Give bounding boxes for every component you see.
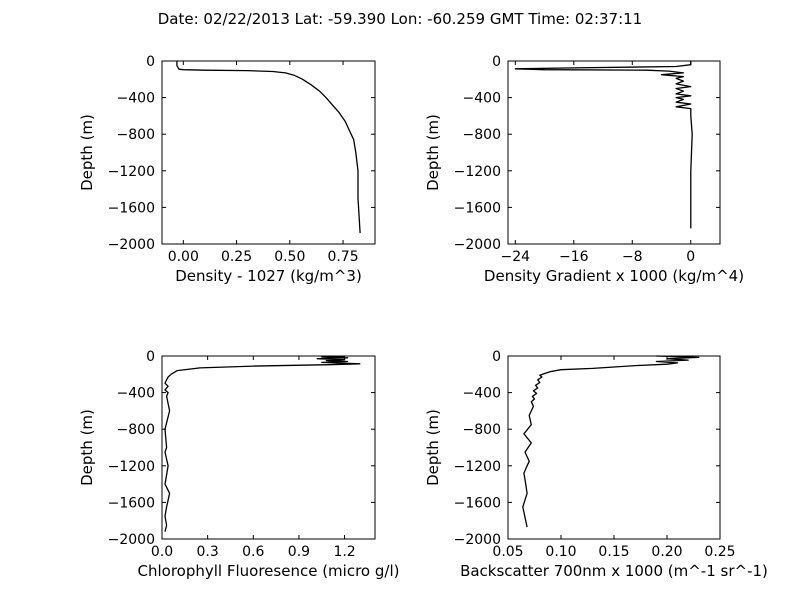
y-tick-label: −1600 bbox=[108, 495, 155, 511]
subplot-2: −24 −16 −8 00−400−800−1200−1600−2000Density… bbox=[424, 54, 744, 285]
x-axis-label: Density - 1027 (kg/m^3) bbox=[175, 267, 362, 285]
y-tick-label: −800 bbox=[463, 127, 501, 143]
y-tick-label: −800 bbox=[117, 127, 155, 143]
x-tick-label: 0.75 bbox=[327, 249, 358, 265]
plot-frame bbox=[161, 355, 376, 540]
x-tick-label: 0.05 bbox=[492, 544, 523, 560]
x-tick-label: 0.9 bbox=[288, 544, 310, 560]
x-tick-label: −24 bbox=[501, 249, 531, 265]
y-axis-label: Depth (m) bbox=[424, 409, 442, 486]
y-tick-label: −1600 bbox=[454, 200, 501, 216]
x-tick-label: 0 bbox=[686, 249, 695, 265]
y-tick-label: 0 bbox=[146, 349, 155, 365]
y-tick-label: −2000 bbox=[108, 237, 155, 253]
x-axis-label: Backscatter 700nm x 1000 (m^-1 sr^-1) bbox=[460, 562, 768, 580]
figure-title: Date: 02/22/2013 Lat: -59.390 Lon: -60.2… bbox=[158, 10, 642, 28]
y-axis-label: Depth (m) bbox=[424, 114, 442, 191]
plot-frame bbox=[507, 355, 721, 540]
y-tick-label: −1200 bbox=[454, 164, 501, 180]
y-tick-label: −1200 bbox=[108, 459, 155, 475]
series-line bbox=[176, 61, 361, 234]
y-tick-label: −1600 bbox=[454, 495, 501, 511]
x-axis-label: Chlorophyll Fluoresence (micro g/l) bbox=[138, 562, 400, 580]
plot-frame bbox=[507, 60, 721, 245]
y-tick-label: −2000 bbox=[454, 237, 501, 253]
y-tick-label: −1600 bbox=[108, 200, 155, 216]
x-tick-label: 1.2 bbox=[333, 544, 355, 560]
series-line bbox=[522, 355, 700, 528]
x-axis-label: Density Gradient x 1000 (kg/m^4) bbox=[484, 267, 744, 285]
plot-frame bbox=[161, 60, 376, 245]
y-tick-label: −400 bbox=[117, 91, 155, 107]
x-tick-label: 0.20 bbox=[651, 544, 682, 560]
y-tick-label: −400 bbox=[463, 386, 501, 402]
y-tick-label: 0 bbox=[492, 349, 501, 365]
x-tick-label: 0.00 bbox=[168, 249, 199, 265]
y-axis-label: Depth (m) bbox=[78, 409, 96, 486]
x-tick-label: −8 bbox=[622, 249, 643, 265]
x-tick-label: 0.6 bbox=[242, 544, 264, 560]
x-tick-label: 0.25 bbox=[221, 249, 252, 265]
series-line bbox=[514, 61, 693, 229]
y-tick-label: −400 bbox=[117, 386, 155, 402]
y-axis-label: Depth (m) bbox=[78, 114, 96, 191]
x-tick-label: −16 bbox=[559, 249, 589, 265]
subplot-4: 0.05 0.10 0.15 0.20 0.25 0 −400 −800 −1200 −1600 −… bbox=[424, 349, 768, 580]
y-tick-label: −800 bbox=[117, 422, 155, 438]
y-tick-label: −2000 bbox=[454, 532, 501, 548]
x-tick-label: 0.25 bbox=[704, 544, 735, 560]
x-tick-label: 0.3 bbox=[197, 544, 219, 560]
x-tick-label: 0.15 bbox=[598, 544, 629, 560]
x-tick-label: 0.0 bbox=[151, 544, 173, 560]
y-tick-label: −2000 bbox=[108, 532, 155, 548]
subplot-1: 0.00 0.25 0.50 0.75 0 −400 −800 −1200 −1600 −2000… bbox=[78, 54, 376, 285]
x-tick-label: 0.10 bbox=[545, 544, 576, 560]
y-tick-label: −800 bbox=[463, 422, 501, 438]
subplot-3: 0.0 0.3 0.6 0.9 1.2 0 −400 −800 −1200 −1600 −2000 C… bbox=[78, 349, 399, 580]
y-tick-label: −400 bbox=[463, 91, 501, 107]
y-tick-label: 0 bbox=[146, 54, 155, 70]
y-tick-label: −1200 bbox=[108, 164, 155, 180]
y-tick-label: 0 bbox=[492, 54, 501, 70]
series-line bbox=[164, 355, 361, 532]
y-tick-label: −1200 bbox=[454, 459, 501, 475]
x-tick-label: 0.50 bbox=[274, 249, 305, 265]
